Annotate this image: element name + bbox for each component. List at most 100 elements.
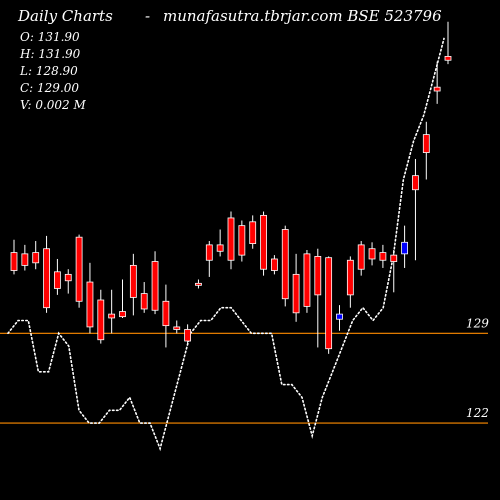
candle-2 [21,244,29,271]
candle-body [86,281,94,328]
candle-body [10,252,18,271]
candle-34 [368,242,376,266]
candle-body [379,252,387,261]
candle-33 [357,241,365,276]
candle-4 [43,235,50,313]
candle-body [401,241,409,255]
candle-18 [195,279,202,289]
candle-8 [86,262,94,334]
candle-20 [216,229,224,257]
candle-26 [281,225,289,307]
candle-1 [10,239,18,275]
candle-25 [270,255,278,275]
candle-body [151,261,159,311]
candle-13 [140,282,148,313]
candle-body [54,271,61,289]
ohlc-volume: V: 0.002 M [20,98,86,112]
level-label-129: 129 [466,316,489,330]
ohlc-open: O: 131.90 [20,30,80,44]
candle-body [444,56,452,61]
candle-19 [205,241,213,277]
candle-28 [303,250,311,313]
candle-21 [227,211,235,270]
chart-header: Daily Charts - munafasutra.tbrjar.com BS… [17,7,442,25]
candle-39 [422,121,430,180]
candle-17 [184,324,192,345]
candle-body [173,326,181,330]
candle-3 [32,241,40,270]
level-label-122: 122 [466,406,489,420]
candle-29 [314,248,322,348]
candle-10 [108,289,116,334]
candle-22 [238,220,246,262]
candle-body [108,313,116,319]
candle-body [270,258,278,271]
candle-32 [346,256,354,308]
ohlc-readout: O: 131.90 H: 131.90 L: 128.90 C: 129.00 … [19,30,86,112]
candle-body [140,293,148,310]
ohlc-close: C: 129.00 [20,81,79,95]
candle-16 [173,320,181,334]
candle-23 [249,215,257,249]
candle-15 [162,284,170,348]
header-left: Daily Charts [17,7,113,25]
candles [10,21,452,354]
candle-body [433,86,441,92]
candle-body [227,217,235,261]
support-levels: 129 122 [0,316,489,424]
candle-body [314,256,322,296]
candle-body [303,253,311,307]
ohlc-low: L: 128.90 [19,64,78,78]
candle-36 [390,250,398,293]
candle-body [129,264,137,298]
candle-body [21,253,29,266]
candle-body [325,257,333,350]
candle-body [357,244,365,270]
candle-40 [433,61,441,104]
candle-14 [151,251,159,315]
candle-5 [54,258,61,295]
candle-24 [260,211,267,276]
candle-body [195,282,202,286]
candle-body [292,273,300,314]
candle-body [205,244,213,261]
indicator-polyline [7,37,445,452]
candle-body [249,221,257,244]
candle-27 [292,253,300,322]
candle-41 [444,21,452,65]
candle-body [281,229,289,300]
ohlc-high: H: 131.90 [19,47,81,61]
header-separator: - [145,7,150,25]
candle-body [336,313,343,320]
candle-body [260,214,267,270]
candle-7 [75,234,83,308]
candle-body [412,175,419,191]
header-right: munafasutra.tbrjar.com BSE 523796 [163,7,442,25]
candle-body [346,259,354,296]
candle-35 [379,244,387,268]
candle-37 [401,225,409,268]
candle-body [216,244,224,252]
candle-body [97,299,105,341]
candle-body [119,311,126,318]
candle-body [238,225,246,256]
candle-11 [119,279,126,318]
candle-9 [97,289,105,344]
candle-body [32,252,40,264]
candle-38 [412,158,419,261]
candle-body [390,254,398,262]
candle-body [75,236,83,302]
candle-body [422,134,430,153]
candle-31 [336,305,343,331]
candle-body [43,248,50,309]
candle-body [162,300,170,327]
candle-body [368,248,376,260]
candle-6 [64,269,72,294]
candle-body [64,273,72,282]
candle-12 [129,253,137,316]
candle-30 [325,256,333,354]
indicator-line [7,37,445,452]
candle-body [184,329,192,342]
